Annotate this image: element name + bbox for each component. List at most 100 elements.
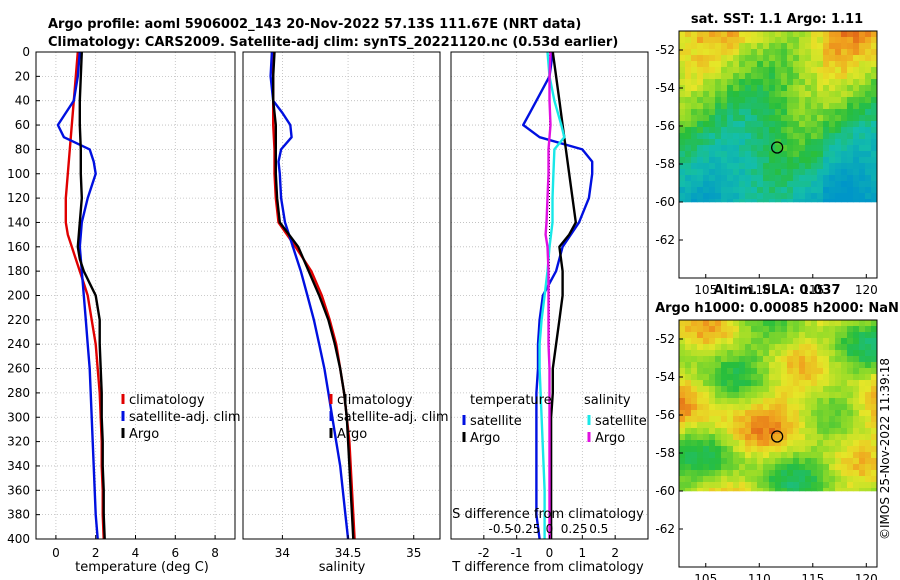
y-tick-label: 40 xyxy=(15,94,30,108)
s-tick-label: -0.5 xyxy=(489,522,512,536)
y-tick-label: 220 xyxy=(7,313,30,327)
series-argo xyxy=(76,51,106,540)
map-x-tick-label: 115 xyxy=(801,572,824,580)
legend-label: climatology xyxy=(129,393,205,408)
sla-map-panel: -52 -54 -56 -58 -60 -62 105 110 115 120 xyxy=(655,319,878,580)
map-y-tick-label: -58 xyxy=(655,157,675,171)
y-tick-label: 180 xyxy=(7,264,30,278)
map-y-tick-label: -52 xyxy=(655,43,675,57)
x-tick-label: 0 xyxy=(546,546,554,560)
x-tick-label: 34.5 xyxy=(335,546,362,560)
x-tick-label: 34 xyxy=(275,546,290,560)
map-y-tick-label: -56 xyxy=(655,119,675,133)
y-tick-label: 320 xyxy=(7,435,30,449)
difference-panel: -2 -1 0 1 2 -0.5-0.25 0 0.25 0.5 temperature salin… xyxy=(450,51,649,560)
map-y-tick-label: -60 xyxy=(655,484,675,498)
map-y-tick-label: -58 xyxy=(655,446,675,460)
salinity-xlabel: salinity xyxy=(319,560,366,575)
legend-label: satellite xyxy=(595,414,647,429)
map-frame xyxy=(678,319,878,568)
difference-toplabel: S difference from climatology xyxy=(452,507,644,522)
series-climatology xyxy=(272,52,356,540)
series-s-satellite xyxy=(538,51,566,539)
map-y-tick-label: -56 xyxy=(655,408,675,422)
legend-label: satellite xyxy=(470,414,522,429)
legend-label: Argo xyxy=(337,427,367,442)
map-field xyxy=(679,320,878,492)
sst-map-panel: -52 -54 -56 -58 -60 -62 105 110 115 120 xyxy=(655,30,878,297)
y-tick-label: 120 xyxy=(7,191,30,205)
map-y-tick-label: -54 xyxy=(655,81,675,95)
map-x-tick-label: 105 xyxy=(694,283,717,297)
series-satellite-adj-clim xyxy=(269,51,350,540)
plot-frame xyxy=(242,51,441,540)
header-line-1: Argo profile: aoml 5906002_143 20-Nov-20… xyxy=(48,17,581,32)
s-tick-label: 0.25 xyxy=(561,522,588,536)
series-s-argo xyxy=(544,51,552,539)
x-tick-label: 2 xyxy=(611,546,619,560)
x-tick-label: 4 xyxy=(132,546,140,560)
copyright-stamp: ©IMOS 25-Nov-2022 11:39:18 xyxy=(878,358,892,540)
series-t-argo xyxy=(549,51,577,539)
map-x-tick-label: 105 xyxy=(694,572,717,580)
x-tick-label: 8 xyxy=(211,546,219,560)
map-y-tick-label: -62 xyxy=(655,233,675,247)
legend-label: satellite-adj. clim xyxy=(337,410,449,425)
difference-xlabel: T difference from climatology xyxy=(451,560,644,575)
sst-map-title: sat. SST: 1.1 Argo: 1.11 xyxy=(691,12,863,27)
map-x-tick-label: 120 xyxy=(855,283,878,297)
argo-position-marker xyxy=(770,430,784,443)
y-tick-label: 240 xyxy=(7,337,30,351)
sla-map-subtitle: Argo h1000: 0.00085 h2000: NaN xyxy=(655,301,899,316)
y-tick-label: 280 xyxy=(7,386,30,400)
map-y-tick-label: -60 xyxy=(655,195,675,209)
x-tick-label: -2 xyxy=(478,546,490,560)
y-tick-label: 360 xyxy=(7,483,30,497)
salinity-panel: 34 34.5 35 climatology satellite-adj. clim Ar… xyxy=(242,51,449,560)
y-tick-label: 400 xyxy=(7,532,30,546)
y-tick-label: 160 xyxy=(7,240,30,254)
legend-label: climatology xyxy=(337,393,413,408)
legend-label: Argo xyxy=(129,427,159,442)
s-tick-label: -0.25 xyxy=(509,522,540,536)
y-tick-label: 0 xyxy=(22,45,30,59)
y-tick-label: 260 xyxy=(7,362,30,376)
y-tick-label: 80 xyxy=(15,142,30,156)
header-line-2: Climatology: CARS2009. Satellite-adj cli… xyxy=(48,35,618,50)
legend-title-temperature: temperature xyxy=(470,393,552,408)
legend-label: Argo xyxy=(470,431,500,446)
x-tick-label: 0 xyxy=(52,546,60,560)
map-x-tick-label: 110 xyxy=(748,572,771,580)
y-tick-label: 340 xyxy=(7,459,30,473)
x-tick-label: 2 xyxy=(92,546,100,560)
sla-map-title: Altim. SLA: 0.037 xyxy=(714,283,841,298)
legend-title-salinity: salinity xyxy=(584,393,631,408)
s-tick-label: 0 xyxy=(546,522,554,536)
y-tick-label: 380 xyxy=(7,508,30,522)
x-tick-label: 35 xyxy=(406,546,421,560)
x-tick-label: -1 xyxy=(511,546,523,560)
temperature-panel: 0204060801001201401601802002202402602803… xyxy=(7,45,241,560)
map-x-tick-label: 110 xyxy=(748,283,771,297)
map-field xyxy=(679,31,878,203)
series-t-satellite xyxy=(522,51,594,540)
y-tick-label: 140 xyxy=(7,215,30,229)
map-frame xyxy=(678,30,878,279)
legend-label: satellite-adj. clim xyxy=(129,410,241,425)
s-tick-label: 0.5 xyxy=(589,522,608,536)
y-tick-label: 300 xyxy=(7,410,30,424)
series-argo xyxy=(272,51,355,540)
map-y-tick-label: -62 xyxy=(655,522,675,536)
y-tick-label: 100 xyxy=(7,167,30,181)
map-y-tick-label: -52 xyxy=(655,332,675,346)
map-y-tick-label: -54 xyxy=(655,370,675,384)
y-tick-label: 20 xyxy=(15,69,30,83)
x-tick-label: 6 xyxy=(171,546,179,560)
map-x-tick-label: 120 xyxy=(855,572,878,580)
y-tick-label: 60 xyxy=(15,118,30,132)
temperature-xlabel: temperature (deg C) xyxy=(75,560,209,575)
x-tick-label: 1 xyxy=(579,546,587,560)
legend-label: Argo xyxy=(595,431,625,446)
y-tick-label: 200 xyxy=(7,289,30,303)
